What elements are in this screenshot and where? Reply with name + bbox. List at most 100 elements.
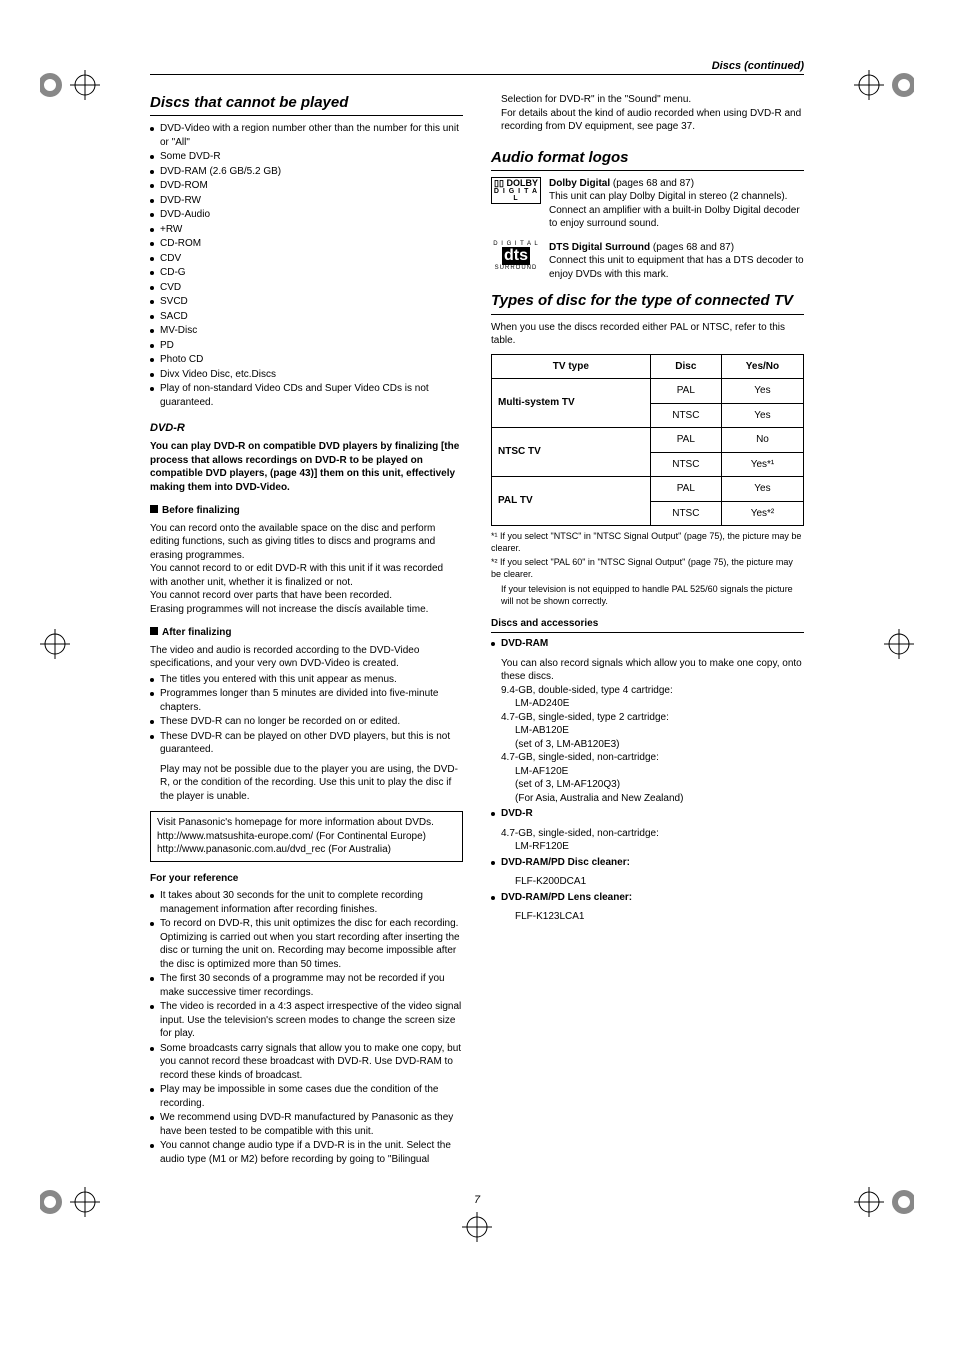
body-text: You cannot record to or edit DVD-R with … [150,562,463,589]
after-finalizing-heading: After finalizing [150,626,463,640]
list-item: SACD [150,310,463,324]
continuation-text: Selection for DVD-R" in the "Sound" menu… [491,93,804,107]
box-line: http://www.panasonic.com.au/dvd_rec (For… [157,843,456,857]
accessory-item: FLF-K123LCA1 [491,910,804,924]
list-item: Play of non-standard Video CDs and Super… [150,382,463,409]
accessory-item: 4.7-GB, single-sided, non-cartridge: [491,751,804,765]
accessory-group: DVD-RAM [491,637,804,651]
list-item: +RW [150,223,463,237]
section-heading: Discs that cannot be played [150,93,463,113]
registration-mark-icon [40,629,70,659]
accessory-group: DVD-RAM/PD Disc cleaner: [491,856,804,870]
reference-list: It takes about 30 seconds for the unit t… [150,889,463,1166]
body-text: The video and audio is recorded accordin… [150,644,463,671]
body-text: Play may not be possible due to the play… [150,763,463,804]
list-item: It takes about 30 seconds for the unit t… [150,889,463,916]
accessory-item: 4.7-GB, single-sided, type 2 cartridge: [491,711,804,725]
dvdr-heading: DVD-R [150,421,463,436]
accessory-group: DVD-RAM/PD Lens cleaner: [491,891,804,905]
table-cell: NTSC [650,501,721,526]
accessory-label: DVD-RAM/PD Disc cleaner: [491,856,804,870]
list-item: To record on DVD-R, this unit optimizes … [150,917,463,971]
table-cell: PAL [650,477,721,502]
footnote: If your television is not equipped to ha… [491,583,804,607]
accessory-item: LM-AD240E [491,697,804,711]
footnote: *² If you select "PAL 60" in "NTSC Signa… [491,556,804,580]
table-cell: PAL TV [492,477,651,526]
table-cell: Yes [721,379,803,404]
accessory-item: (For Asia, Australia and New Zealand) [491,792,804,806]
list-item: Photo CD [150,353,463,367]
table-header: Yes/No [721,354,803,379]
accessory-item: (set of 3, LM-AB120E3) [491,738,804,752]
tv-disc-table: TV type Disc Yes/No Multi-system TV PAL … [491,354,804,527]
dolby-text: Dolby Digital (pages 68 and 87) [549,177,804,191]
cannot-play-list: DVD-Video with a region number other tha… [150,122,463,409]
table-cell: Multi-system TV [492,379,651,428]
after-list: The titles you entered with this unit ap… [150,673,463,757]
body-text: You can record onto the available space … [150,522,463,563]
table-cell: Yes*² [721,501,803,526]
reference-heading: For your reference [150,872,463,886]
list-item: The video is recorded in a 4:3 aspect ir… [150,1000,463,1041]
table-cell: PAL [650,379,721,404]
dts-logo-icon: D I G I T A LdtsSURROUND [491,241,541,282]
list-item: The first 30 seconds of a programme may … [150,972,463,999]
before-finalizing-heading: Before finalizing [150,504,463,518]
dts-text: DTS Digital Surround (pages 68 and 87) [549,241,804,255]
center-registration-mark-icon [150,1212,804,1247]
running-head: Discs (continued) [150,60,804,75]
list-item: You cannot change audio type if a DVD-R … [150,1139,463,1166]
table-cell: Yes [721,477,803,502]
table-header: TV type [492,354,651,379]
box-line: Visit Panasonic's homepage for more info… [157,816,456,830]
registration-mark-icon [40,70,100,100]
right-column: Selection for DVD-R" in the "Sound" menu… [491,93,804,1172]
list-item: DVD-Video with a region number other tha… [150,122,463,149]
body-text: You can also record signals which allow … [491,657,804,684]
page-number: 7 [150,1194,804,1206]
accessory-label: DVD-R [491,807,804,821]
accessory-item: FLF-K200DCA1 [491,875,804,889]
dolby-logo-icon: ▯▯ DOLBYD I G I T A L [491,177,541,231]
dts-body: Connect this unit to equipment that has … [549,254,804,281]
list-item: Divx Video Disc, etc.Discs [150,368,463,382]
registration-mark-icon [884,629,914,659]
dvdr-intro: You can play DVD-R on compatible DVD pla… [150,440,463,494]
table-cell: NTSC TV [492,428,651,477]
footnote: *¹ If you select "NTSC" in "NTSC Signal … [491,530,804,554]
accessory-item: 9.4-GB, double-sided, type 4 cartridge: [491,684,804,698]
accessory-item: LM-AF120E [491,765,804,779]
list-item: SVCD [150,295,463,309]
accessory-label: DVD-RAM [491,637,804,651]
accessory-label: DVD-RAM/PD Lens cleaner: [491,891,804,905]
dolby-body: This unit can play Dolby Digital in ster… [549,190,804,231]
list-item: PD [150,339,463,353]
list-item: Some broadcasts carry signals that allow… [150,1042,463,1083]
continuation-text: For details about the kind of audio reco… [491,107,804,134]
table-cell: NTSC [650,403,721,428]
info-box: Visit Panasonic's homepage for more info… [150,811,463,862]
list-item: These DVD-R can be played on other DVD p… [150,730,463,757]
box-line: http://www.matsushita-europe.com/ (For C… [157,830,456,844]
list-item: DVD-RAM (2.6 GB/5.2 GB) [150,165,463,179]
section-heading: Types of disc for the type of connected … [491,291,804,311]
list-item: MV-Disc [150,324,463,338]
list-item: DVD-ROM [150,179,463,193]
accessory-item: LM-AB120E [491,724,804,738]
list-item: Play may be impossible in some cases due… [150,1083,463,1110]
section-heading: Audio format logos [491,148,804,168]
accessory-group: DVD-R [491,807,804,821]
list-item: CVD [150,281,463,295]
left-column: Discs that cannot be played DVD-Video wi… [150,93,463,1172]
list-item: DVD-Audio [150,208,463,222]
accessories-heading: Discs and accessories [491,617,804,634]
list-item: The titles you entered with this unit ap… [150,673,463,687]
accessory-item: 4.7-GB, single-sided, non-cartridge: [491,827,804,841]
accessory-item: LM-RF120E [491,840,804,854]
table-cell: Yes [721,403,803,428]
table-header: Disc [650,354,721,379]
list-item: Some DVD-R [150,150,463,164]
list-item: CD-G [150,266,463,280]
table-cell: PAL [650,428,721,453]
